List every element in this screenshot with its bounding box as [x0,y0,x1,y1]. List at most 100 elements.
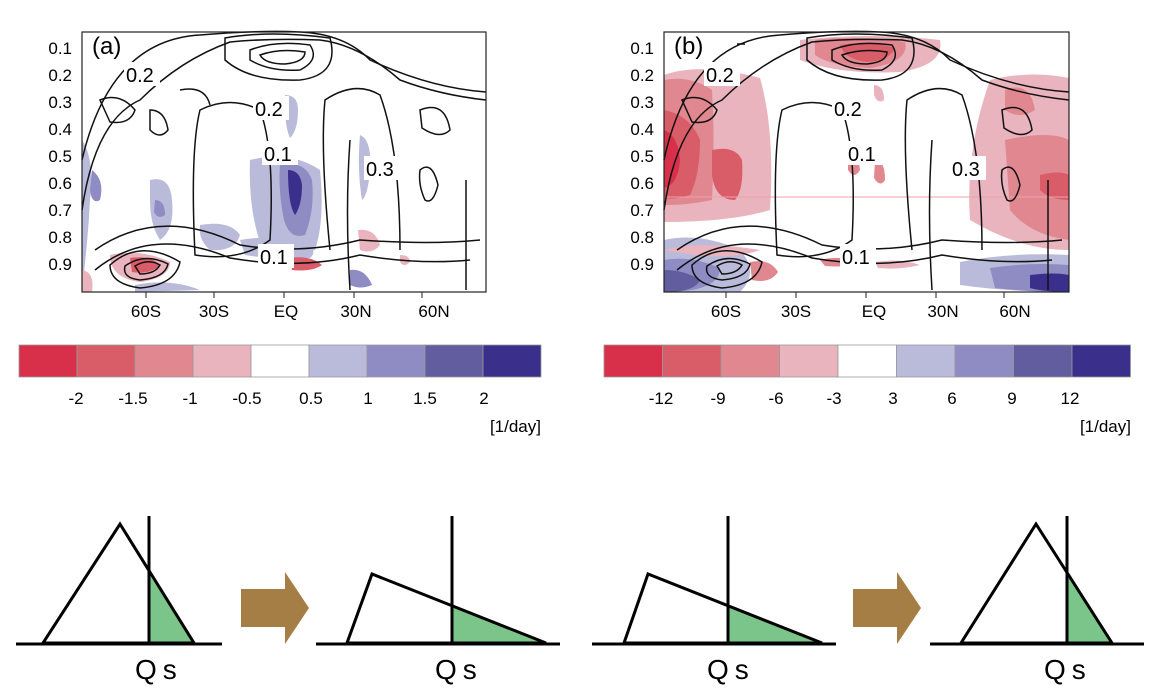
panel-b-y-ticks: 0.1 0.2 0.3 0.4 0.5 0.6 0.7 0.8 0.9 [630,39,654,274]
y-tick-label: 0.8 [630,228,654,247]
arrow-right-icon [241,572,309,644]
y-tick-label: 0.8 [48,228,72,247]
colorbar-tick-label: 9 [1007,389,1016,408]
schematic-diagram-1: Qs [16,516,222,685]
qs-label: Qs [135,654,183,685]
y-tick-label: 0.3 [630,93,654,112]
colorbar-swatch [76,344,136,378]
colorbar-swatch [896,344,956,378]
colorbar-tick-label: -12 [649,389,674,408]
x-tick-label: EQ [862,302,887,321]
colorbar-swatch [134,344,194,378]
colorbar-swatch [779,344,839,378]
colorbar-tick-label: 12 [1061,389,1080,408]
panel-b-colorbar-ticks: -12 -9 -6 -3 3 6 9 12 [649,389,1080,408]
colorbar-swatch [720,344,780,378]
colorbar-tick-label: 1 [363,389,372,408]
panel-label: (b) [674,33,703,60]
colorbar-tick-label: 0.5 [299,389,323,408]
colorbar-swatch [482,344,542,378]
contour-label: 0.1 [260,247,288,269]
y-tick-label: 0.1 [48,39,72,58]
panel-a-colorbar [18,344,542,378]
x-tick-label: 60S [131,302,161,321]
arrow-right-icon [853,572,921,644]
contour-label: 0.3 [952,159,980,181]
y-tick-label: 0.6 [48,174,72,193]
colorbar-swatch [366,344,426,378]
colorbar-swatch [18,344,78,378]
colorbar-tick-label: -0.5 [232,389,261,408]
contour-label: 0.2 [126,65,154,87]
y-tick-label: 0.5 [48,147,72,166]
colorbar-swatch [1071,344,1131,378]
panel-b-x-ticks: 60S 30S EQ 30N 60N [711,302,1031,321]
colorbar-tick-label: -9 [710,389,725,408]
panel-b-contours [663,30,1070,291]
y-tick-label: 0.9 [48,255,72,274]
schematic-diagram-2: Qs [316,516,560,685]
y-tick-label: 0.2 [630,66,654,85]
colorbar-swatch [308,344,368,378]
panel-b-colorbar [603,344,1131,378]
contour-label: 0.2 [706,65,734,87]
colorbar-unit: [1/day] [1080,417,1131,436]
x-tick-label: 60N [418,302,449,321]
y-tick-label: 0.3 [48,93,72,112]
colorbar-tick-label: -2 [68,389,83,408]
contour-label: 0.1 [264,144,292,166]
y-tick-label: 0.2 [48,66,72,85]
y-tick-label: 0.4 [630,120,654,139]
contour-label: 0.2 [255,99,283,121]
qs-label: Qs [707,654,755,685]
colorbar-tick-label: -1 [182,389,197,408]
schematic-diagram-4: Qs [930,516,1144,685]
contour-label: 0.1 [842,247,870,269]
y-tick-label: 0.1 [630,39,654,58]
qs-label: Qs [435,654,483,685]
colorbar-swatch [954,344,1014,378]
panel-a-contour-labels: 0.2 0.2 0.1 0.3 0.1 [124,62,400,269]
colorbar-swatch [1013,344,1073,378]
schematic: Qs Qs Qs Qs [16,516,1144,685]
y-tick-label: 0.5 [630,147,654,166]
x-tick-label: 30N [927,302,958,321]
colorbar-tick-label: 3 [888,389,897,408]
y-tick-label: 0.7 [48,201,72,220]
colorbar-swatch [424,344,484,378]
colorbar-tick-label: 6 [947,389,956,408]
y-tick-label: 0.4 [48,120,72,139]
panel-b: 0.2 0.2 0.1 0.3 0.1 (b) 0.1 0.2 0.3 0.4 … [603,30,1131,436]
panel-a-x-ticks: 60S 30S EQ 30N 60N [131,302,450,321]
colorbar-swatch [837,344,897,378]
contour-label: 0.1 [848,144,876,166]
colorbar-swatch [192,344,252,378]
colorbar-swatch [662,344,722,378]
qs-label: Qs [1044,654,1092,685]
colorbar-tick-label: -1.5 [118,389,147,408]
panel-b-contour-labels: 0.2 0.2 0.1 0.3 0.1 [704,62,986,269]
x-tick-label: EQ [274,302,299,321]
panel-a-y-ticks: 0.1 0.2 0.3 0.4 0.5 0.6 0.7 0.8 0.9 [48,39,72,274]
y-tick-label: 0.7 [630,201,654,220]
panel-label: (a) [92,33,121,60]
y-tick-label: 0.6 [630,174,654,193]
contour-label: 0.2 [834,99,862,121]
panel-a-colorbar-ticks: -2 -1.5 -1 -0.5 0.5 1 1.5 2 [68,389,488,408]
x-tick-label: 30S [781,302,811,321]
colorbar-tick-label: -3 [826,389,841,408]
colorbar-unit: [1/day] [490,417,541,436]
x-tick-label: 60S [711,302,741,321]
x-tick-label: 30N [340,302,371,321]
colorbar-tick-label: -6 [768,389,783,408]
schematic-diagram-3: Qs [592,516,836,685]
x-tick-label: 30S [199,302,229,321]
colorbar-tick-label: 1.5 [413,389,437,408]
panel-a: 0.2 0.2 0.1 0.3 0.1 (a) 0.1 0.2 0.3 0.4 … [18,30,542,436]
y-tick-label: 0.9 [630,255,654,274]
colorbar-swatch [603,344,663,378]
x-tick-label: 60N [999,302,1030,321]
colorbar-swatch [250,344,310,378]
colorbar-tick-label: 2 [479,389,488,408]
